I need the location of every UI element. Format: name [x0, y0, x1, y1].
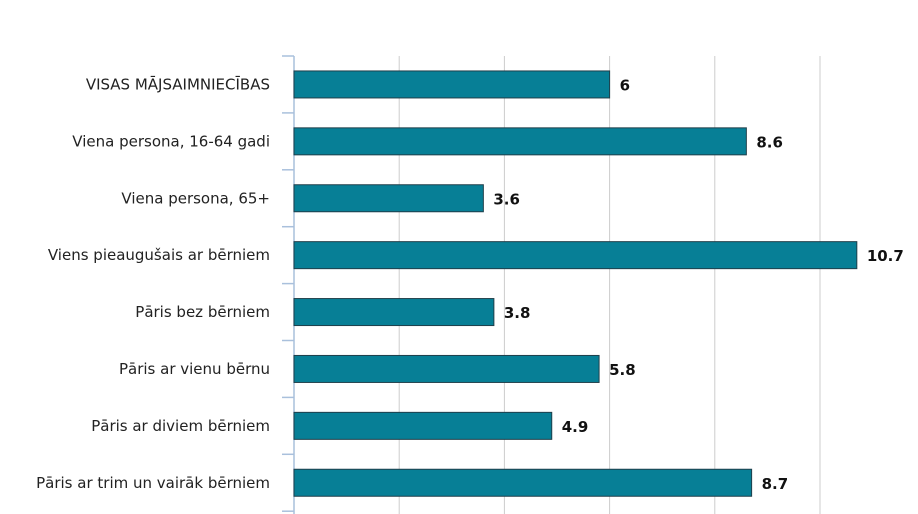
category-label: Viena persona, 16-64 gadi: [72, 132, 270, 150]
category-label: VISAS MĀJSAIMNIECĪBAS: [86, 75, 270, 93]
category-label: Pāris ar diviem bērniem: [91, 417, 270, 435]
data-label: 6: [620, 76, 630, 94]
data-labels: 6 8.6 3.6 10.7 3.8 5.8 4.9 8.7: [493, 76, 903, 492]
data-label: 3.6: [493, 190, 520, 208]
category-axis: [282, 55, 295, 514]
bar: [293, 354, 600, 383]
data-label: 5.8: [609, 361, 636, 379]
bar: [293, 411, 553, 440]
bar: [293, 184, 484, 213]
data-label: 3.8: [504, 304, 531, 322]
bar: [293, 127, 747, 156]
bar: [293, 70, 611, 99]
data-label: 4.9: [562, 418, 589, 436]
category-label: Viena persona, 65+: [121, 189, 270, 207]
category-label: Pāris ar vienu bērnu: [119, 360, 270, 378]
bar: [293, 241, 858, 270]
bar: [293, 298, 495, 327]
category-label: Pāris bez bērniem: [135, 303, 270, 321]
category-labels: VISAS MĀJSAIMNIECĪBAS Viena persona, 16-6…: [36, 75, 270, 491]
bars: [293, 70, 858, 497]
category-label: Viens pieaugušais ar bērniem: [48, 246, 270, 264]
data-label: 8.6: [756, 133, 783, 151]
grid-lines: [398, 56, 821, 514]
bar: [293, 468, 753, 497]
data-label: 8.7: [762, 475, 789, 493]
category-label: Pāris ar trim un vairāk bērniem: [36, 474, 270, 492]
data-label: 10.7: [867, 247, 904, 265]
